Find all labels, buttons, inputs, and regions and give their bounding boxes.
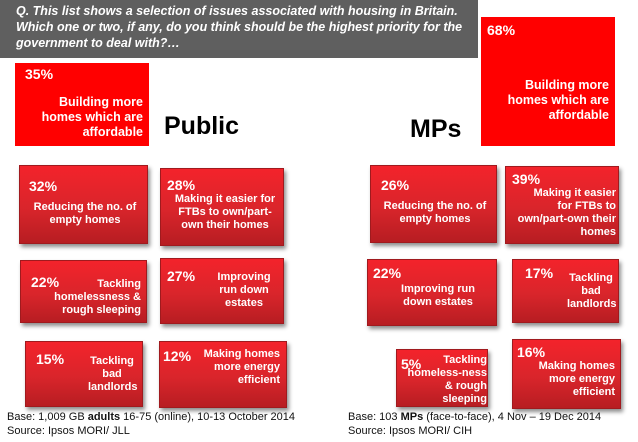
public-footer-source: Source: Ipsos MORI/ JLL (7, 425, 130, 437)
mps-box-homelessness: 5% Tackling homeless-ness & rough sleepi… (396, 349, 488, 407)
public-heading: Public (164, 112, 240, 140)
public-box-estates: 27% Improving run down estates (160, 258, 284, 324)
public-box-homelessness: 22% Tackling homelessness & rough sleepi… (20, 260, 147, 323)
public-box-homelessness-label: Tackling homelessness & rough sleeping (54, 278, 141, 316)
mps-box-empty-homes: 26% Reducing the no. of empty homes (370, 165, 497, 243)
public-box-ftb-value: 28% (167, 177, 196, 193)
public-box-energy-label: Making homes more energy efficient (203, 348, 280, 386)
public-box-energy: 12% Making homes more energy efficient (159, 341, 287, 408)
mps-box-landlords-label: Tackling bad landlords (567, 272, 617, 310)
public-footer-base: Base: 1,009 GB adults 16-75 (online), 10… (7, 411, 296, 423)
public-box-ftb: 28% Making it easier for FTBs to own/par… (160, 168, 284, 246)
mps-box-estates-label: Improving run down estates (401, 283, 475, 308)
mps-box-energy: 16% Making homes more energy efficient (512, 339, 621, 409)
mps-box-homelessness-label: Tackling homeless-ness & rough sleeping (407, 354, 487, 405)
mps-box-ftb: 39% Making it easier for FTBs to own/par… (505, 166, 619, 244)
public-footer: Base: 1,009 GB adults 16-75 (online), 10… (7, 410, 327, 438)
public-box-energy-value: 12% (163, 348, 192, 364)
mps-heading: MPs (410, 115, 462, 143)
public-box-affordable-homes: 35% Building more homes which are afford… (15, 63, 149, 146)
public-box-landlords: 15% Tackling bad landlords (25, 341, 143, 407)
public-box-affordable-homes-value: 35% (25, 66, 54, 82)
mps-footer-source: Source: Ipsos MORI/ CIH (348, 425, 473, 437)
public-box-landlords-value: 15% (36, 351, 65, 367)
public-box-empty-homes-label: Reducing the no. of empty homes (33, 201, 137, 226)
mps-box-empty-homes-value: 26% (381, 177, 410, 193)
mps-box-ftb-value: 39% (512, 171, 541, 187)
mps-box-affordable-homes: 68% Building more homes which are afford… (481, 17, 615, 146)
mps-box-empty-homes-label: Reducing the no. of empty homes (383, 200, 487, 225)
public-box-estates-value: 27% (167, 268, 196, 284)
public-box-estates-label: Improving run down estates (217, 271, 271, 309)
public-box-ftb-label: Making it easier for FTBs to own/part-ow… (174, 193, 276, 231)
mps-box-landlords-value: 17% (525, 265, 554, 281)
public-box-landlords-label: Tackling bad landlords (88, 355, 138, 393)
public-box-homelessness-value: 22% (31, 274, 60, 290)
mps-box-affordable-homes-label: Building more homes which are affordable (507, 78, 609, 122)
mps-box-affordable-homes-value: 68% (487, 22, 516, 38)
public-box-empty-homes-value: 32% (29, 178, 58, 194)
mps-footer: Base: 103 MPs (face-to-face), 4 Nov – 19… (348, 410, 636, 438)
mps-box-estates-value: 22% (373, 265, 402, 281)
mps-box-landlords: 17% Tackling bad landlords (512, 259, 619, 323)
mps-box-homelessness-value: 5% (401, 356, 422, 372)
public-box-empty-homes: 32% Reducing the no. of empty homes (19, 165, 148, 244)
mps-box-energy-value: 16% (517, 344, 546, 360)
mps-box-estates: 22% Improving run down estates (367, 259, 497, 326)
mps-footer-base: Base: 103 MPs (face-to-face), 4 Nov – 19… (348, 411, 602, 423)
mps-box-ftb-label: Making it easier for FTBs to own/part-ow… (517, 187, 616, 238)
mps-box-energy-label: Making homes more energy efficient (538, 360, 615, 398)
public-box-affordable-homes-label: Building more homes which are affordable (41, 95, 143, 139)
question-banner: Q. This list shows a selection of issues… (0, 0, 478, 58)
